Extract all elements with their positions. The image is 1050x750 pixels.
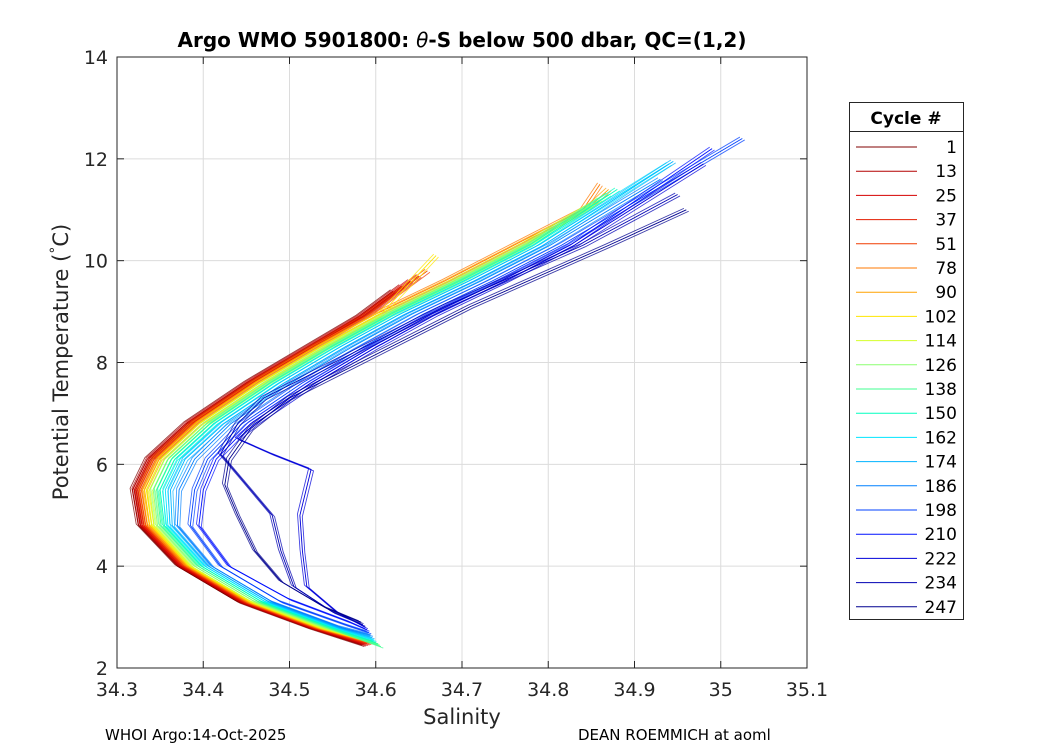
- series-cycle-234: [217, 192, 681, 627]
- y-tick-label: 10: [84, 251, 108, 273]
- legend-item-138: 138: [856, 380, 957, 400]
- legend-label: 150: [925, 404, 957, 424]
- legend-label: 234: [925, 574, 957, 594]
- x-tick-label: 35: [709, 679, 733, 701]
- y-tick-label: 2: [96, 658, 108, 680]
- legend-title: Cycle #: [870, 109, 941, 129]
- plot-area: 34.3 34.4 34.5 34.6 34.7 34.8 34.9 35 35.1 2 4 6 8 10…: [84, 47, 828, 701]
- legend-label: 90: [935, 283, 957, 303]
- legend-label: 126: [925, 356, 957, 376]
- legend-item-150: 150: [856, 404, 957, 424]
- legend-label: 186: [925, 477, 957, 497]
- x-tick-label: 34.3: [96, 679, 138, 701]
- legend-item-51: 51: [856, 235, 957, 255]
- x-tick-label: 34.8: [527, 679, 569, 701]
- y-axis-label: Potential Temperature (°C): [48, 224, 73, 500]
- y-tick-label: 14: [84, 47, 108, 69]
- legend-label: 210: [925, 525, 957, 545]
- y-tick-label: 4: [96, 556, 108, 578]
- legend-label: 102: [925, 307, 957, 327]
- legend-item-90: 90: [856, 283, 957, 303]
- x-tick-label: 34.4: [182, 679, 224, 701]
- legend-item-25: 25: [856, 186, 957, 206]
- x-tick-label: 35.1: [786, 679, 828, 701]
- legend-label: 198: [925, 501, 957, 521]
- legend-label: 114: [925, 332, 957, 352]
- series-line-222: [239, 164, 707, 630]
- legend-item-174: 174: [856, 453, 957, 473]
- legend-item-234: 234: [856, 574, 957, 594]
- legend-item-247: 247: [856, 598, 957, 618]
- series-line-247: [226, 210, 689, 625]
- series-line-234: [217, 192, 676, 624]
- y-tick-label: 8: [96, 353, 108, 375]
- legend-label: 1: [946, 138, 957, 158]
- legend-label: 138: [925, 380, 957, 400]
- legend-item-198: 198: [856, 501, 957, 521]
- series-line-234: [220, 194, 678, 626]
- legend-label: 162: [925, 428, 957, 448]
- footer-right: DEAN ROEMMICH at aoml: [578, 726, 771, 744]
- x-tick-label: 34.6: [355, 679, 397, 701]
- x-axis-label: Salinity: [423, 705, 501, 729]
- x-tick-label: 34.7: [441, 679, 483, 701]
- legend-box: [849, 102, 964, 620]
- legend-item-162: 162: [856, 428, 957, 448]
- legend-item-126: 126: [856, 356, 957, 376]
- legend-label: 78: [935, 259, 957, 279]
- series-cycle-247: [221, 207, 689, 625]
- legend-label: 25: [935, 186, 957, 206]
- y-tick-label: 6: [96, 454, 108, 476]
- series-layer: [129, 136, 745, 649]
- legend-item-102: 102: [856, 307, 957, 327]
- axis-ticks: 34.3 34.4 34.5 34.6 34.7 34.8 34.9 35 35.1 2 4 6 8 10…: [84, 47, 828, 701]
- legend-item-1: 1: [856, 138, 957, 158]
- y-tick-label: 12: [84, 149, 108, 171]
- legend-label: 247: [925, 598, 957, 618]
- legend-item-37: 37: [856, 211, 957, 231]
- legend-item-186: 186: [856, 477, 957, 497]
- legend-item-13: 13: [856, 162, 957, 182]
- series-line-247: [224, 209, 687, 623]
- legend-label: 222: [925, 549, 957, 569]
- legend-item-210: 210: [856, 525, 957, 545]
- legend-label: 13: [935, 162, 957, 182]
- chart-title: Argo WMO 5901800: θ-S below 500 dbar, QC…: [178, 28, 747, 52]
- footer-left: WHOI Argo:14-Oct-2025: [105, 726, 286, 744]
- legend-label: 174: [925, 453, 957, 473]
- legend-item-222: 222: [856, 549, 957, 569]
- legend-entries: 1 13 25 37 51 78 90 102 114 126 138 150 162 174 186 198…: [856, 138, 957, 618]
- legend-item-78: 78: [856, 259, 957, 279]
- legend: Cycle # 11325375178901021141261381501621…: [849, 102, 964, 620]
- legend-label: 37: [935, 211, 957, 231]
- legend-label: 51: [935, 235, 957, 255]
- x-tick-label: 34.5: [268, 679, 310, 701]
- series-line-247: [221, 207, 685, 622]
- series-line-234: [222, 195, 681, 627]
- legend-item-114: 114: [856, 332, 957, 352]
- x-tick-label: 34.9: [613, 679, 655, 701]
